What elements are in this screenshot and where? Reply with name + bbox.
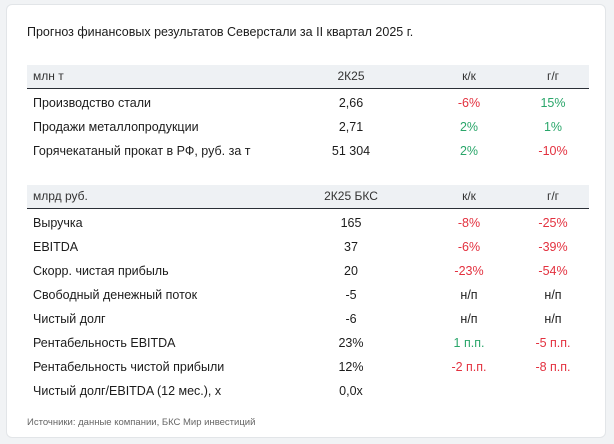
header-yoy: г/г	[546, 69, 560, 83]
row-yoy: -39%	[538, 240, 568, 254]
row-qoq: н/п	[460, 312, 478, 326]
financials-table: млрд руб. 2К25 БКС к/к г/г Выручка 165 -8%…	[27, 185, 589, 403]
row-qoq: н/п	[460, 288, 478, 302]
row-qoq: -8%	[457, 216, 481, 230]
row-value: 2,71	[338, 120, 364, 134]
row-value: 2,66	[338, 96, 364, 110]
source-note: Источники: данные компании, БКС Мир инве…	[27, 417, 256, 428]
header-yoy: г/г	[546, 189, 560, 203]
table-row: Производство стали 2,66 -6% 15%	[27, 91, 589, 115]
header-unit-label: млн т	[33, 69, 64, 83]
row-label: Чистый долг	[33, 312, 106, 326]
row-value: 12%	[338, 360, 364, 374]
row-label: Свободный денежный поток	[33, 288, 198, 302]
header-period: 2К25 БКС	[324, 189, 378, 203]
row-label: Рентабельность чистой прибыли	[33, 360, 225, 374]
row-label: EBITDA	[33, 240, 79, 254]
row-label: Производство стали	[33, 96, 152, 110]
row-yoy: -8 п.п.	[535, 360, 571, 374]
table-row: Горячекатаный прокат в РФ, руб. за т 51 3…	[27, 139, 589, 163]
table-row: Скорр. чистая прибыль 20 -23% -54%	[27, 259, 589, 283]
table-row: Выручка 165 -8% -25%	[27, 211, 589, 235]
forecast-card: Прогноз финансовых результатов Северстал…	[6, 4, 606, 438]
table-body: Производство стали 2,66 -6% 15% Продажи мета…	[27, 91, 589, 163]
header-unit-label: млрд руб.	[33, 189, 88, 203]
row-value: 37	[344, 240, 358, 254]
row-qoq: 1 п.п.	[453, 336, 485, 350]
row-value: -5	[345, 288, 357, 302]
row-value: 165	[340, 216, 362, 230]
row-qoq: -23%	[454, 264, 484, 278]
row-value: 23%	[338, 336, 364, 350]
row-yoy: -54%	[538, 264, 568, 278]
row-label: Скорр. чистая прибыль	[33, 264, 169, 278]
row-yoy: -5 п.п.	[535, 336, 571, 350]
header-qoq: к/к	[462, 189, 476, 203]
row-label: Чистый долг/EBITDA (12 мес.), x	[33, 384, 222, 398]
table-row: Свободный денежный поток -5 н/п н/п	[27, 283, 589, 307]
table-header: млрд руб. 2К25 БКС к/к г/г	[27, 185, 589, 209]
row-yoy: 1%	[543, 120, 563, 134]
table-body: Выручка 165 -8% -25% EBITDA 37 -6% -39% Скорр. ч…	[27, 211, 589, 403]
page-title: Прогноз финансовых результатов Северстал…	[27, 25, 414, 39]
row-yoy: 15%	[540, 96, 566, 110]
table-row: Рентабельность EBITDA 23% 1 п.п. -5 п.п.	[27, 331, 589, 355]
table-row: Рентабельность чистой прибыли 12% -2 п.п. -…	[27, 355, 589, 379]
row-value: -6	[345, 312, 357, 326]
row-label: Горячекатаный прокат в РФ, руб. за т	[33, 144, 251, 158]
row-qoq: 2%	[459, 120, 479, 134]
table-row: Чистый долг -6 н/п н/п	[27, 307, 589, 331]
header-period: 2К25	[337, 69, 365, 83]
table-row: EBITDA 37 -6% -39%	[27, 235, 589, 259]
row-value: 0,0x	[339, 384, 363, 398]
row-yoy: н/п	[544, 288, 562, 302]
header-qoq: к/к	[462, 69, 476, 83]
table-header: млн т 2К25 к/к г/г	[27, 65, 589, 89]
row-qoq: -6%	[457, 240, 481, 254]
production-table: млн т 2К25 к/к г/г Производство стали 2,6…	[27, 65, 589, 163]
row-value: 20	[344, 264, 358, 278]
row-yoy: -10%	[538, 144, 568, 158]
row-yoy: н/п	[544, 312, 562, 326]
row-label: Продажи металлопродукции	[33, 120, 199, 134]
row-yoy: -25%	[538, 216, 568, 230]
row-label: Рентабельность EBITDA	[33, 336, 176, 350]
row-label: Выручка	[33, 216, 83, 230]
row-value: 51 304	[331, 144, 371, 158]
row-qoq: 2%	[459, 144, 479, 158]
table-row: Чистый долг/EBITDA (12 мес.), x 0,0x	[27, 379, 589, 403]
row-qoq: -6%	[457, 96, 481, 110]
row-qoq: -2 п.п.	[451, 360, 487, 374]
table-row: Продажи металлопродукции 2,71 2% 1%	[27, 115, 589, 139]
